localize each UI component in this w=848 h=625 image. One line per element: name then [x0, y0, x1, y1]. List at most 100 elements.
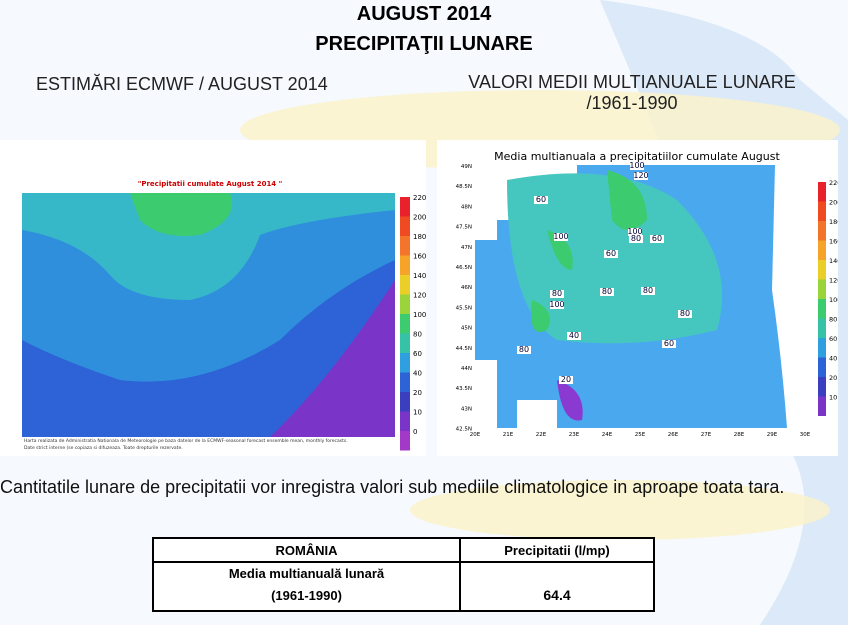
contour-label: 60 [536, 195, 546, 204]
colorbar-label: 10 [829, 394, 837, 402]
colorbar-cell [818, 338, 826, 358]
y-axis-label: 45N [461, 326, 472, 332]
footnote: Date strict interne (se copiaza si difuz… [24, 445, 183, 451]
colorbar-label: 40 [829, 355, 837, 363]
colorbar-label: 120 [413, 292, 426, 300]
colorbar-label: 160 [829, 238, 838, 246]
contour-label-box [650, 235, 664, 243]
colorbar-label: 80 [829, 316, 837, 324]
colorbar-label: 200 [413, 214, 426, 222]
contour-label: 80 [519, 345, 529, 354]
colorbar-label: 20 [829, 374, 837, 382]
contour-label: 100 [627, 227, 642, 236]
colorbar-cell [400, 216, 410, 236]
colorbar-cell [818, 396, 826, 416]
right-heading: VALORI MEDII MULTIANUALE LUNARE/1961-199… [432, 72, 832, 114]
colorbar-label: 20 [413, 389, 422, 397]
contour-label: 60 [652, 234, 662, 243]
x-axis-label: 20E [470, 432, 481, 438]
x-axis-label: 30E [800, 432, 811, 438]
x-axis-label: 26E [668, 432, 679, 438]
colorbar-cell [818, 201, 826, 221]
heading-line: /1961-1990 [586, 93, 678, 113]
y-axis-label: 43N [461, 406, 472, 412]
colorbar-label: 180 [413, 233, 426, 241]
contour-label: 80 [643, 286, 653, 295]
colorbar-cell [400, 294, 410, 314]
contour-label: 80 [602, 287, 612, 296]
subtitle: PRECIPITAŢII LUNARE [315, 33, 533, 55]
left-heading: ESTIMĂRI ECMWF / AUGUST 2014 [36, 74, 328, 94]
x-axis-label: 24E [602, 432, 613, 438]
colorbar-cell [400, 314, 410, 334]
y-axis-label: 47N [461, 245, 472, 251]
contour-label-box [554, 233, 568, 241]
colorbar-label: 220 [829, 179, 838, 187]
colorbar-label: 0 [413, 428, 417, 436]
colorbar-cell [818, 357, 826, 377]
map-title: "Precipitatii cumulate August 2014 " [138, 180, 283, 188]
y-axis-label: 46.5N [456, 265, 472, 271]
colorbar-cell [818, 318, 826, 338]
colorbar-label: 10 [413, 409, 422, 417]
contour-label: 80 [680, 309, 690, 318]
y-axis-label: 42.5N [456, 427, 472, 433]
contour-label: 100 [629, 161, 644, 170]
contour-label: 60 [664, 339, 674, 348]
colorbar-cell [818, 240, 826, 260]
colorbar-label: 140 [413, 272, 426, 280]
colorbar-cell [400, 255, 410, 275]
colorbar-cell [400, 411, 410, 431]
right-map: Media multianuala a precipitatiilor cumu… [437, 140, 838, 456]
contour-label-box [641, 287, 655, 295]
x-axis-label: 29E [767, 432, 778, 438]
x-axis-label: 28E [734, 432, 745, 438]
contour-label: 80 [552, 289, 562, 298]
contour-label: 80 [631, 234, 641, 243]
colorbar-cell [400, 333, 410, 353]
contour-label-box [550, 290, 564, 298]
footnote: Harta realizata de Administratia Nationa… [24, 438, 348, 444]
contour-label-box [604, 250, 618, 258]
contour-label: 120 [633, 171, 648, 180]
table-header: Precipitatii (l/mp) [459, 537, 655, 563]
contour-label-box [628, 228, 642, 236]
contour-label-box [517, 346, 531, 354]
y-axis-label: 47.5N [456, 225, 472, 231]
contour-label-box [630, 162, 644, 170]
colorbar-cell [818, 260, 826, 280]
y-axis-label: 45.5N [456, 305, 472, 311]
heading-line: VALORI MEDII MULTIANUALE LUNARE [468, 72, 796, 92]
contour-label: 40 [569, 331, 579, 340]
colorbar-cell [400, 275, 410, 295]
y-axis-label: 49N [461, 164, 472, 170]
title: AUGUST 2014 [356, 3, 492, 25]
colorbar-label: 100 [829, 296, 838, 304]
contour-label-box [629, 235, 643, 243]
y-axis-label: 43.5N [456, 386, 472, 392]
colorbar-cell [818, 377, 826, 397]
summary-table: ROMÂNIA Precipitatii (l/mp) Media multian… [152, 537, 655, 612]
colorbar-label: 120 [829, 277, 838, 285]
colorbar-cell [400, 431, 410, 451]
row-label-line: Media multianuală lunară [228, 566, 385, 581]
row-label: Media multianuală lunară (1961-1990) [152, 562, 461, 612]
contour-label: 100 [553, 232, 568, 241]
map-title: Media multianuala a precipitatiilor cumu… [494, 150, 780, 163]
contour-label: 100 [549, 300, 564, 309]
contour-label-box [559, 376, 573, 384]
colorbar-cell [818, 299, 826, 319]
colorbar-cell [818, 221, 826, 241]
contour-label-box [600, 288, 614, 296]
contour-label-box [662, 340, 676, 348]
colorbar-label: 140 [829, 257, 838, 265]
colorbar-cell [400, 197, 410, 217]
contour-label: 60 [606, 249, 616, 258]
x-axis-label: 23E [569, 432, 580, 438]
contour-label: 20 [561, 375, 571, 384]
colorbar-cell [400, 392, 410, 412]
paragraph: Cantitatile lunare de precipitatii vor i… [0, 477, 785, 497]
row-label-line: (1961-1990) [271, 588, 342, 603]
y-axis-label: 44N [461, 366, 472, 372]
